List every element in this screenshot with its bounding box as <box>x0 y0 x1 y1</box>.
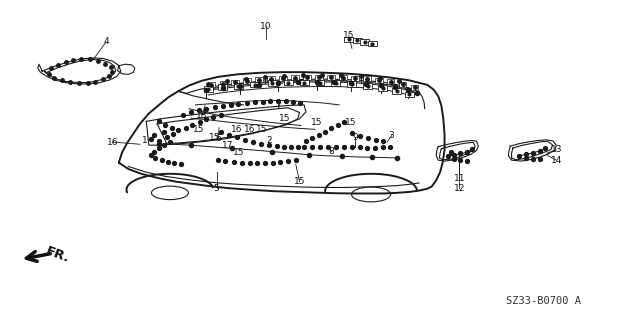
FancyBboxPatch shape <box>351 76 358 81</box>
Text: 15: 15 <box>193 125 204 134</box>
Bar <box>332 80 340 86</box>
Bar <box>392 88 401 94</box>
FancyBboxPatch shape <box>327 75 335 80</box>
Text: 18: 18 <box>196 111 207 120</box>
Text: 15: 15 <box>233 148 244 157</box>
FancyBboxPatch shape <box>399 82 406 87</box>
Text: 15: 15 <box>209 133 220 142</box>
Bar <box>348 81 356 87</box>
Bar <box>316 80 324 85</box>
Text: 12: 12 <box>454 184 465 193</box>
FancyBboxPatch shape <box>315 75 323 80</box>
Bar <box>368 41 377 47</box>
Text: 1: 1 <box>141 136 147 145</box>
FancyBboxPatch shape <box>387 79 394 85</box>
Text: SZ33-B0700 A: SZ33-B0700 A <box>506 296 581 306</box>
Bar <box>218 84 227 90</box>
Text: 15: 15 <box>343 31 355 40</box>
FancyBboxPatch shape <box>363 76 371 81</box>
Bar <box>300 80 308 85</box>
Text: 9: 9 <box>352 133 358 142</box>
FancyBboxPatch shape <box>232 80 239 85</box>
Bar <box>234 83 243 89</box>
Text: FR.: FR. <box>44 245 72 266</box>
Bar <box>268 80 276 86</box>
Bar <box>284 80 292 85</box>
FancyBboxPatch shape <box>279 76 287 81</box>
Bar <box>360 39 369 45</box>
Text: 16: 16 <box>107 137 118 146</box>
Text: 11: 11 <box>454 174 465 183</box>
Text: 15: 15 <box>279 114 291 123</box>
Text: 16: 16 <box>244 125 255 134</box>
Text: 2: 2 <box>266 136 272 145</box>
Bar <box>378 85 387 91</box>
Text: 15: 15 <box>345 117 356 127</box>
FancyBboxPatch shape <box>243 78 251 84</box>
Text: 8: 8 <box>328 147 334 156</box>
Text: 15: 15 <box>311 118 323 128</box>
FancyBboxPatch shape <box>411 85 419 90</box>
Bar <box>405 92 414 97</box>
Text: 4: 4 <box>103 38 109 47</box>
FancyBboxPatch shape <box>291 75 299 80</box>
Text: 3: 3 <box>388 131 394 140</box>
FancyBboxPatch shape <box>303 75 311 80</box>
Text: 15: 15 <box>294 177 305 186</box>
Text: 6: 6 <box>215 134 221 143</box>
Text: 5: 5 <box>214 184 220 193</box>
FancyBboxPatch shape <box>220 81 227 86</box>
FancyBboxPatch shape <box>375 78 383 83</box>
Bar <box>364 83 372 89</box>
Bar <box>344 37 353 42</box>
Text: 10: 10 <box>260 22 271 31</box>
Text: 17: 17 <box>221 141 233 150</box>
Text: 16: 16 <box>231 125 243 134</box>
Bar <box>250 82 259 87</box>
Text: 13: 13 <box>550 145 562 154</box>
FancyBboxPatch shape <box>207 82 215 87</box>
FancyBboxPatch shape <box>268 77 275 82</box>
Text: 7: 7 <box>276 102 282 111</box>
Text: 15: 15 <box>255 125 267 134</box>
FancyBboxPatch shape <box>339 75 347 80</box>
Text: 14: 14 <box>550 156 562 165</box>
Bar <box>353 38 362 43</box>
Bar <box>204 86 212 92</box>
FancyBboxPatch shape <box>255 77 263 82</box>
